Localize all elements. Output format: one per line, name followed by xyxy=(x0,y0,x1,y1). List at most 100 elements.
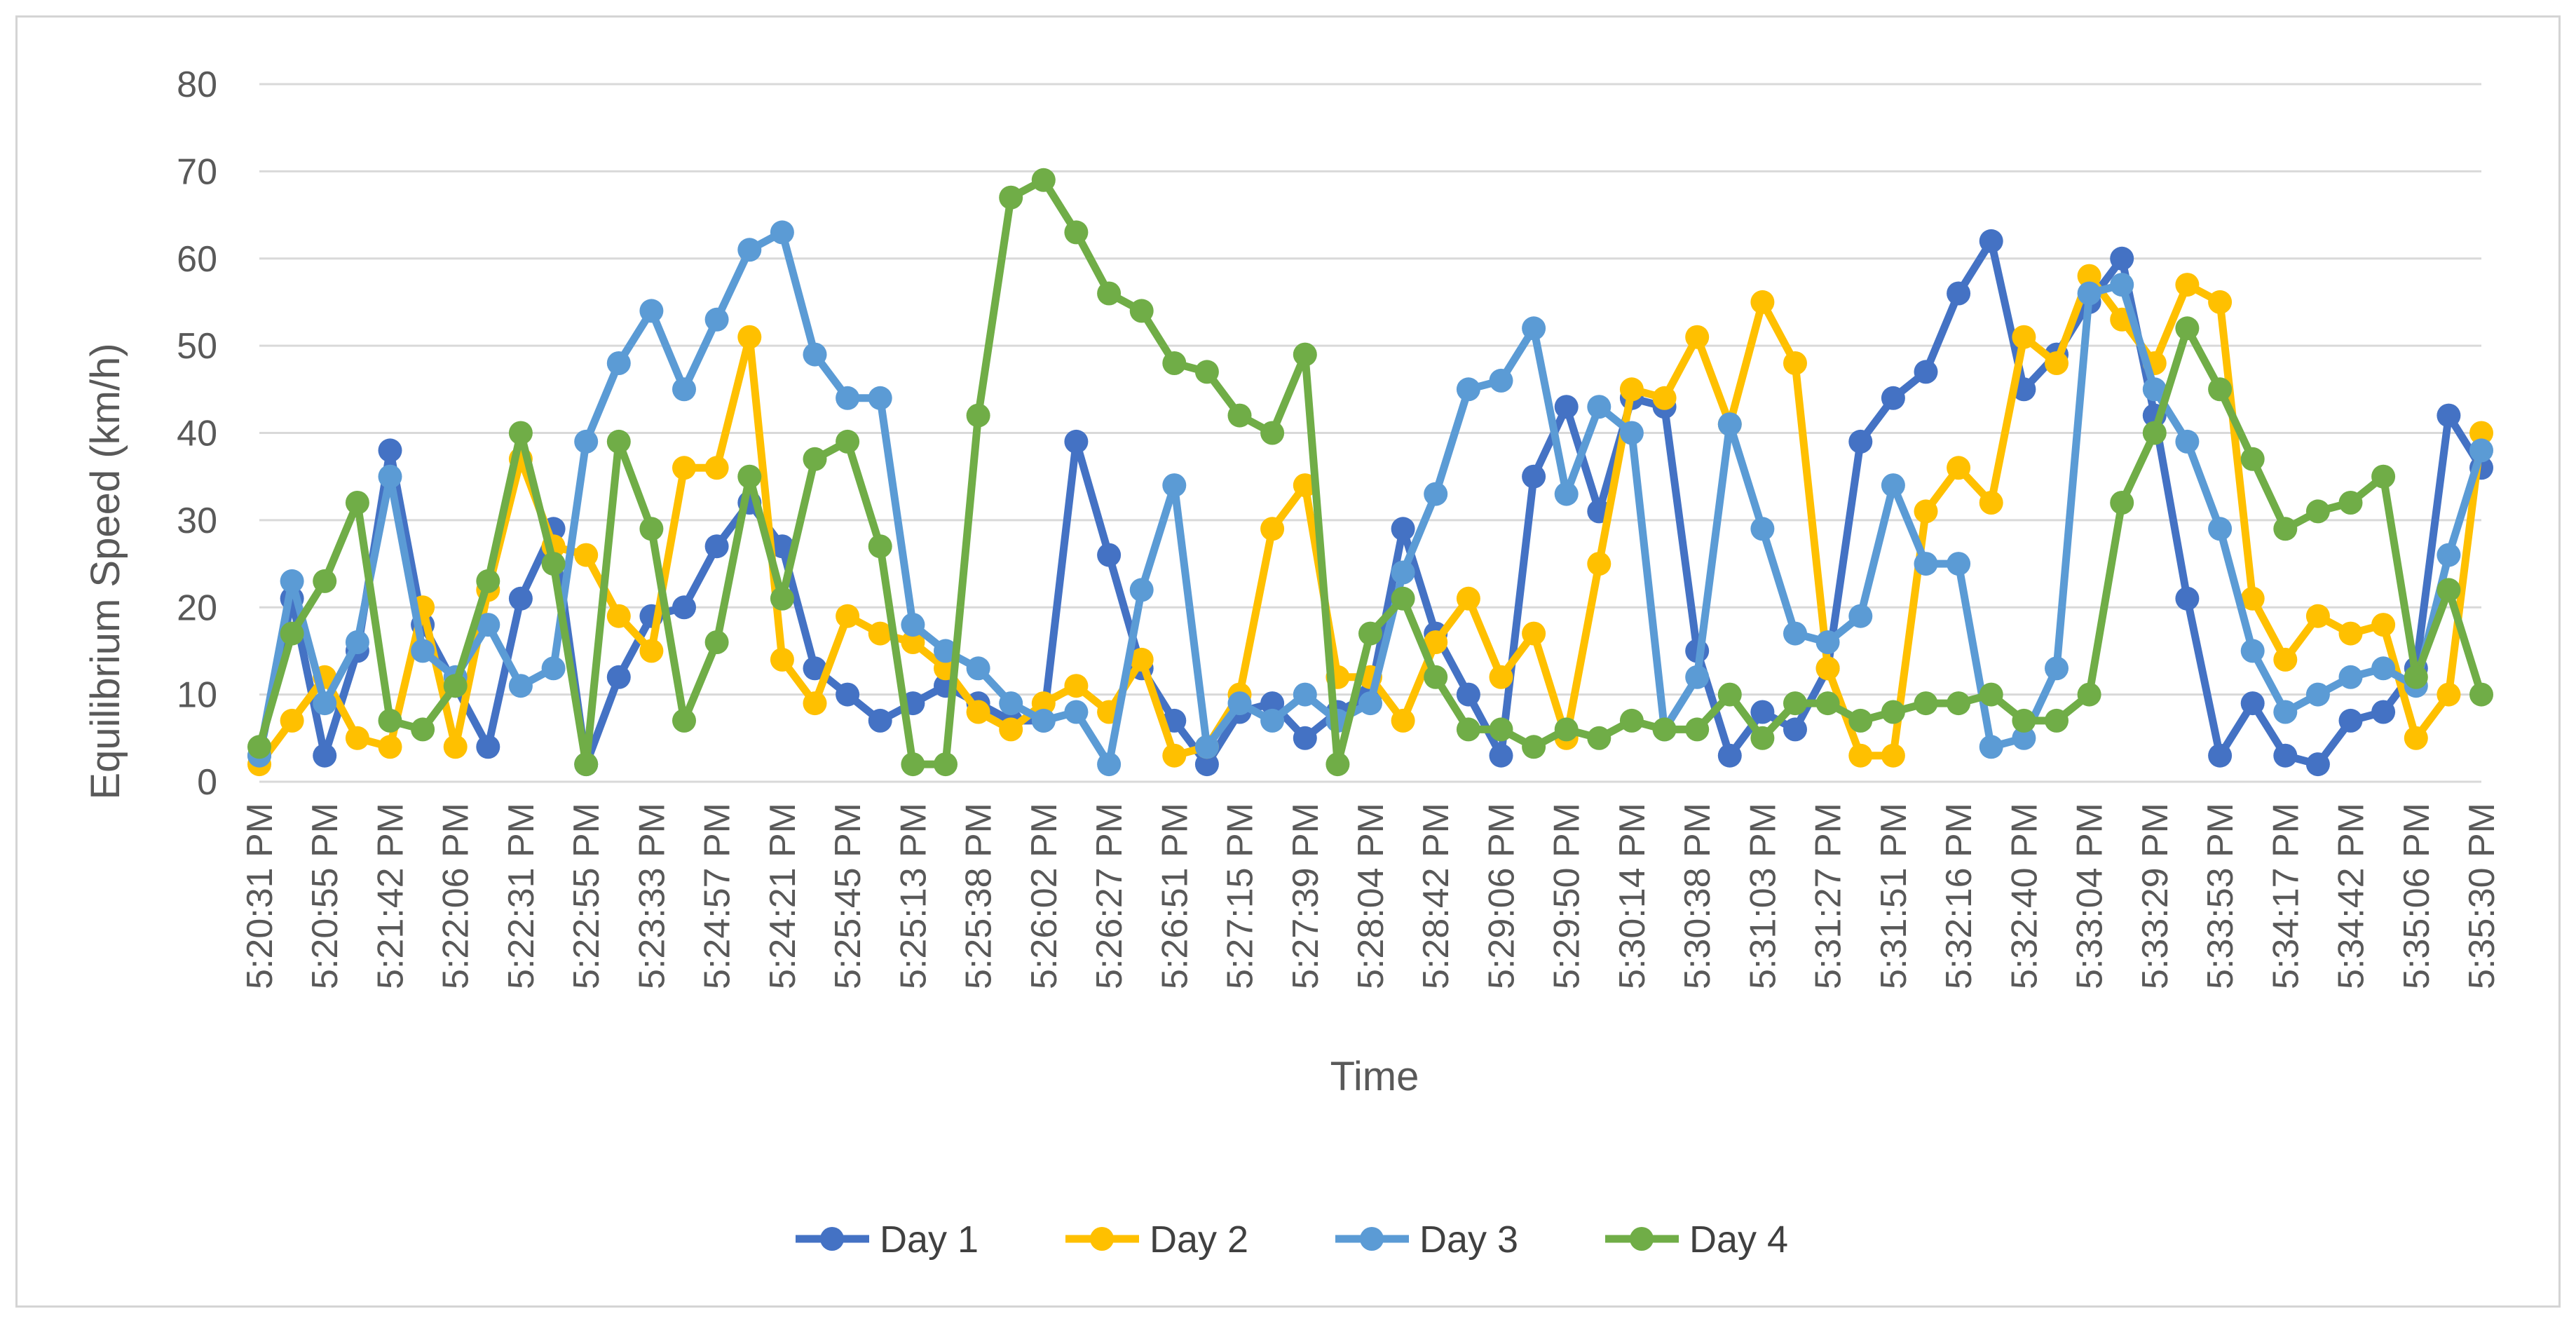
data-point xyxy=(2208,290,2233,314)
data-point xyxy=(1587,726,1611,750)
x-tick-label: 5:26:27 PM xyxy=(1089,803,1130,989)
data-point xyxy=(1097,281,1122,306)
data-point xyxy=(2437,543,2461,567)
x-tick-label: 5:21:42 PM xyxy=(370,803,411,989)
data-point xyxy=(803,342,827,367)
x-tick-label: 5:32:16 PM xyxy=(1939,803,1979,989)
data-point xyxy=(1848,429,1873,454)
data-point xyxy=(966,403,990,428)
data-point xyxy=(1162,473,1187,498)
data-point xyxy=(1194,752,1219,777)
data-point xyxy=(1260,691,1285,716)
x-tick-label: 5:29:50 PM xyxy=(1547,803,1588,989)
data-point xyxy=(378,735,402,759)
data-point xyxy=(2175,273,2200,297)
chart-frame: 0 10 20 30 40 50 60 70 80 5:20:31 PM 5:20:55 PM 5:… xyxy=(15,15,2561,1308)
x-axis-title: Time xyxy=(1330,1054,1419,1099)
y-tick-label: 50 xyxy=(177,326,217,367)
data-point xyxy=(1881,473,1905,498)
x-tick-label: 5:34:42 PM xyxy=(2331,803,2372,989)
data-point xyxy=(2077,264,2101,288)
data-point xyxy=(1260,421,1285,445)
data-point xyxy=(1064,674,1089,698)
data-point xyxy=(672,377,696,402)
data-point xyxy=(1391,560,1415,585)
data-point xyxy=(1554,482,1579,506)
data-point xyxy=(2273,647,2298,672)
data-point xyxy=(1391,517,1415,541)
data-point xyxy=(1391,586,1415,611)
y-tick-label: 20 xyxy=(177,588,217,628)
data-point xyxy=(2240,586,2265,611)
data-point xyxy=(2404,726,2428,750)
data-point xyxy=(639,517,664,541)
data-point xyxy=(836,682,860,707)
data-point xyxy=(606,351,631,375)
data-point xyxy=(1293,726,1317,750)
x-tick-label: 5:29:06 PM xyxy=(1481,803,1522,989)
data-point xyxy=(2273,743,2298,768)
data-point xyxy=(704,534,729,559)
data-point xyxy=(1848,743,1873,768)
data-point xyxy=(1522,735,1546,759)
data-point xyxy=(2045,656,2069,681)
data-point xyxy=(2142,421,2167,445)
x-tick-label: 5:32:40 PM xyxy=(2004,803,2045,989)
data-point xyxy=(1815,656,1840,681)
data-point xyxy=(1456,717,1480,742)
data-point xyxy=(2437,578,2461,602)
data-point xyxy=(574,429,599,454)
data-point xyxy=(1783,717,1807,742)
data-point xyxy=(541,552,566,576)
legend-swatch-marker xyxy=(1630,1227,1654,1251)
x-tick-label: 5:25:13 PM xyxy=(893,803,934,989)
data-point xyxy=(2338,665,2363,689)
x-tick-label: 5:20:55 PM xyxy=(305,803,346,989)
data-point xyxy=(1848,604,1873,628)
y-tick-label: 10 xyxy=(177,675,217,716)
data-point xyxy=(901,630,925,654)
legend: Day 1 Day 2 Day 3 Day 4 xyxy=(796,1219,1788,1261)
data-point xyxy=(574,543,599,567)
data-point xyxy=(1947,552,1971,576)
data-point xyxy=(999,717,1023,742)
data-point xyxy=(1227,691,1252,716)
data-point xyxy=(1554,717,1579,742)
data-point xyxy=(1456,377,1480,402)
data-point xyxy=(1129,647,1154,672)
data-point xyxy=(443,674,468,698)
data-point xyxy=(1489,665,1513,689)
data-point xyxy=(1456,586,1480,611)
x-tick-label: 5:22:31 PM xyxy=(501,803,542,989)
data-point xyxy=(1979,491,2003,515)
series-lines xyxy=(247,168,2493,777)
data-point xyxy=(2305,682,2330,707)
data-point xyxy=(1162,743,1187,768)
data-point xyxy=(770,647,794,672)
data-point xyxy=(770,220,794,245)
data-point xyxy=(2175,429,2200,454)
data-point xyxy=(1227,403,1252,428)
legend-item: Day 3 xyxy=(1335,1219,1518,1261)
data-point xyxy=(1031,708,1056,733)
data-point xyxy=(836,429,860,454)
data-point xyxy=(1194,360,1219,384)
data-point xyxy=(2240,447,2265,471)
x-tick-label: 5:33:53 PM xyxy=(2200,803,2241,989)
data-point xyxy=(1326,752,1350,777)
data-point xyxy=(836,604,860,628)
data-point xyxy=(280,708,304,733)
data-point xyxy=(606,604,631,628)
x-tick-label: 5:30:38 PM xyxy=(1677,803,1718,989)
data-point xyxy=(2175,586,2200,611)
data-point xyxy=(2175,316,2200,341)
data-point xyxy=(1914,552,1938,576)
data-point xyxy=(2077,682,2101,707)
y-tick-label: 40 xyxy=(177,414,217,454)
data-point xyxy=(1587,552,1611,576)
data-point xyxy=(1031,691,1056,716)
data-point xyxy=(737,238,762,262)
data-point xyxy=(2110,273,2134,297)
x-tick-label: 5:35:06 PM xyxy=(2397,803,2437,989)
x-tick-label: 5:34:17 PM xyxy=(2265,803,2306,989)
